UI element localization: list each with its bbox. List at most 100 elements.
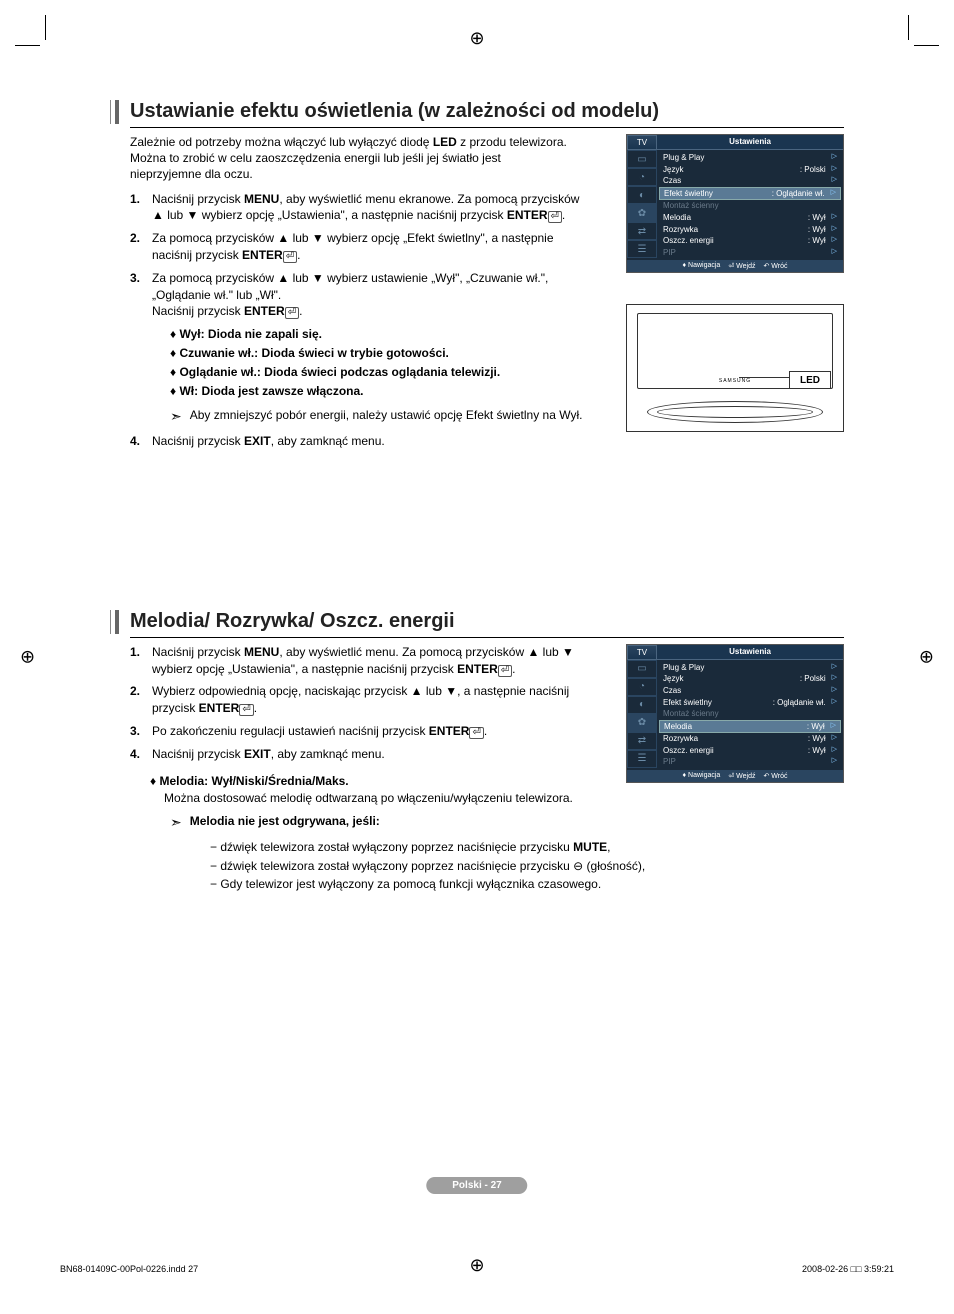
step-text: Za pomocą przycisków ▲ lub ▼ wybierz opc… — [152, 230, 582, 264]
osd-icon-guide: ☰ — [627, 750, 657, 768]
section-title: Melodia/ Rozrywka/ Oszcz. energii — [130, 610, 844, 638]
step-number: 3. — [130, 723, 152, 740]
osd-value: : Wył — [808, 225, 826, 235]
osd-item-dim: Montaż ścienny — [663, 709, 837, 719]
osd-value: : Wył — [808, 213, 826, 223]
crop-mark — [45, 15, 46, 40]
note-icon: ➣ — [170, 407, 182, 427]
osd-item-dim: PIP — [663, 757, 832, 767]
osd-tab: TV — [627, 135, 657, 150]
osd-item: Rozrywka — [663, 734, 808, 744]
step-text: Naciśnij przycisk MENU, aby wyświetlić m… — [152, 644, 582, 678]
osd-icon-channel: ◐ — [627, 186, 657, 204]
crop-mark — [908, 15, 909, 40]
dash-item: − dźwięk telewizora został wyłączony pop… — [210, 858, 844, 875]
step-text: Naciśnij przycisk MENU, aby wyświetlić m… — [152, 191, 582, 225]
document-footer: BN68-01409C-00Pol-0226.indd 27 2008-02-2… — [60, 1264, 894, 1274]
osd-icon-setup: ✿ — [627, 204, 657, 222]
section-melody: Melodia/ Rozrywka/ Oszcz. energii TV Ust… — [110, 610, 844, 894]
intro-text: Zależnie od potrzeby można włączyć lub w… — [130, 134, 570, 183]
led-label: LED — [789, 371, 831, 389]
osd-item: Język — [663, 165, 800, 175]
osd-item-dim: PIP — [663, 248, 832, 258]
step-number: 1. — [130, 191, 152, 225]
osd-value: : Wył — [808, 734, 826, 744]
registration-mark-icon: ⊕ — [20, 647, 35, 668]
osd-item-dim: Montaż ścienny — [663, 201, 837, 211]
osd-item: Język — [663, 674, 800, 684]
section-title: Ustawianie efektu oświetlenia (w zależno… — [130, 100, 844, 128]
osd-item: Oszcz. energii — [663, 746, 808, 756]
note-title: Melodia nie jest odgrywana, jeśli: — [190, 813, 844, 833]
step-number: 1. — [130, 644, 152, 678]
osd-icon-picture: ▭ — [627, 660, 657, 678]
osd-item: Plug & Play — [663, 153, 832, 163]
section-lighting-effect: Ustawianie efektu oświetlenia (w zależno… — [110, 100, 844, 450]
osd-icon-input: ⇄ — [627, 222, 657, 240]
osd-value: : Wył — [808, 236, 826, 246]
dash-item: − Gdy telewizor jest wyłączony za pomocą… — [210, 876, 844, 893]
title-accent — [110, 610, 122, 634]
osd-value: : Polski — [800, 165, 826, 175]
osd-item: Plug & Play — [663, 663, 832, 673]
dash-list: − dźwięk telewizora został wyłączony pop… — [210, 839, 844, 893]
crop-mark — [15, 45, 40, 46]
melody-desc: Można dostosować melodię odtwarzaną po w… — [164, 791, 844, 805]
osd-footer-enter: ⏎ Wejdź — [728, 262, 755, 270]
osd-item-highlighted: Efekt świetlny — [664, 189, 772, 199]
osd-item-highlighted: Melodia — [664, 722, 807, 732]
osd-icon-input: ⇄ — [627, 732, 657, 750]
tv-diagram: SAMSUNG LED — [626, 304, 844, 432]
osd-footer-enter: ⏎ Wejdź — [728, 772, 755, 780]
osd-item: Czas — [663, 686, 832, 696]
osd-icon-setup: ✿ — [627, 714, 657, 732]
led-callout-line — [739, 377, 789, 378]
osd-item: Rozrywka — [663, 225, 808, 235]
note: ➣ Melodia nie jest odgrywana, jeśli: — [170, 813, 844, 833]
doc-timestamp: 2008-02-26 □□ 3:59:21 — [802, 1264, 894, 1274]
step-number: 4. — [130, 433, 152, 450]
step-text: Wybierz odpowiednią opcję, naciskając pr… — [152, 683, 582, 717]
osd-icon-sound: ◔ — [627, 678, 657, 696]
step-number: 3. — [130, 270, 152, 320]
tv-stand — [647, 401, 823, 423]
osd-title: Ustawienia — [657, 645, 843, 660]
osd-item: Efekt świetlny — [663, 698, 773, 708]
doc-filename: BN68-01409C-00Pol-0226.indd 27 — [60, 1264, 198, 1274]
step-number: 4. — [130, 746, 152, 763]
step-text: Naciśnij przycisk EXIT, aby zamknąć menu… — [152, 746, 582, 763]
dash-item: − dźwięk telewizora został wyłączony pop… — [210, 839, 844, 856]
osd-footer-nav: ♦ Nawigacja — [683, 262, 721, 270]
step-number: 2. — [130, 683, 152, 717]
osd-footer-nav: ♦ Nawigacja — [683, 772, 721, 780]
step-number: 2. — [130, 230, 152, 264]
osd-item: Oszcz. energii — [663, 236, 808, 246]
osd-value: : Oglądanie wł. — [772, 189, 825, 199]
osd-value: : Wył — [807, 722, 825, 732]
osd-tab: TV — [627, 645, 657, 660]
osd-footer-back: ↶ Wróć — [763, 262, 787, 270]
tv-brand: SAMSUNG — [719, 378, 751, 384]
crop-mark — [914, 45, 939, 46]
osd-icon-picture: ▭ — [627, 150, 657, 168]
osd-icon-guide: ☰ — [627, 240, 657, 258]
osd-value: : Oglądanie wł. — [773, 698, 826, 708]
title-accent — [110, 100, 122, 124]
registration-mark-icon: ⊕ — [919, 647, 934, 668]
page-number-badge: Polski - 27 — [426, 1177, 527, 1194]
registration-mark-icon: ⊕ — [469, 28, 484, 49]
osd-icon-sound: ◔ — [627, 168, 657, 186]
osd-value: : Wył — [808, 746, 826, 756]
step-text: Po zakończeniu regulacji ustawień naciśn… — [152, 723, 582, 740]
osd-footer-back: ↶ Wróć — [763, 772, 787, 780]
osd-title: Ustawienia — [657, 135, 843, 150]
step-text: Za pomocą przycisków ▲ lub ▼ wybierz ust… — [152, 270, 582, 320]
osd-screenshot-1: TV Ustawienia ▭ ◔ ◐ ✿ ⇄ ☰ Plug & Play▷ J… — [626, 134, 844, 273]
step-text: Naciśnij przycisk EXIT, aby zamknąć menu… — [152, 433, 772, 450]
osd-screenshot-2: TV Ustawienia ▭ ◔ ◐ ✿ ⇄ ☰ Plug & Play▷ J… — [626, 644, 844, 783]
osd-icon-channel: ◐ — [627, 696, 657, 714]
osd-item: Melodia — [663, 213, 808, 223]
osd-value: : Polski — [800, 674, 826, 684]
note-icon: ➣ — [170, 813, 182, 833]
osd-item: Czas — [663, 176, 832, 186]
